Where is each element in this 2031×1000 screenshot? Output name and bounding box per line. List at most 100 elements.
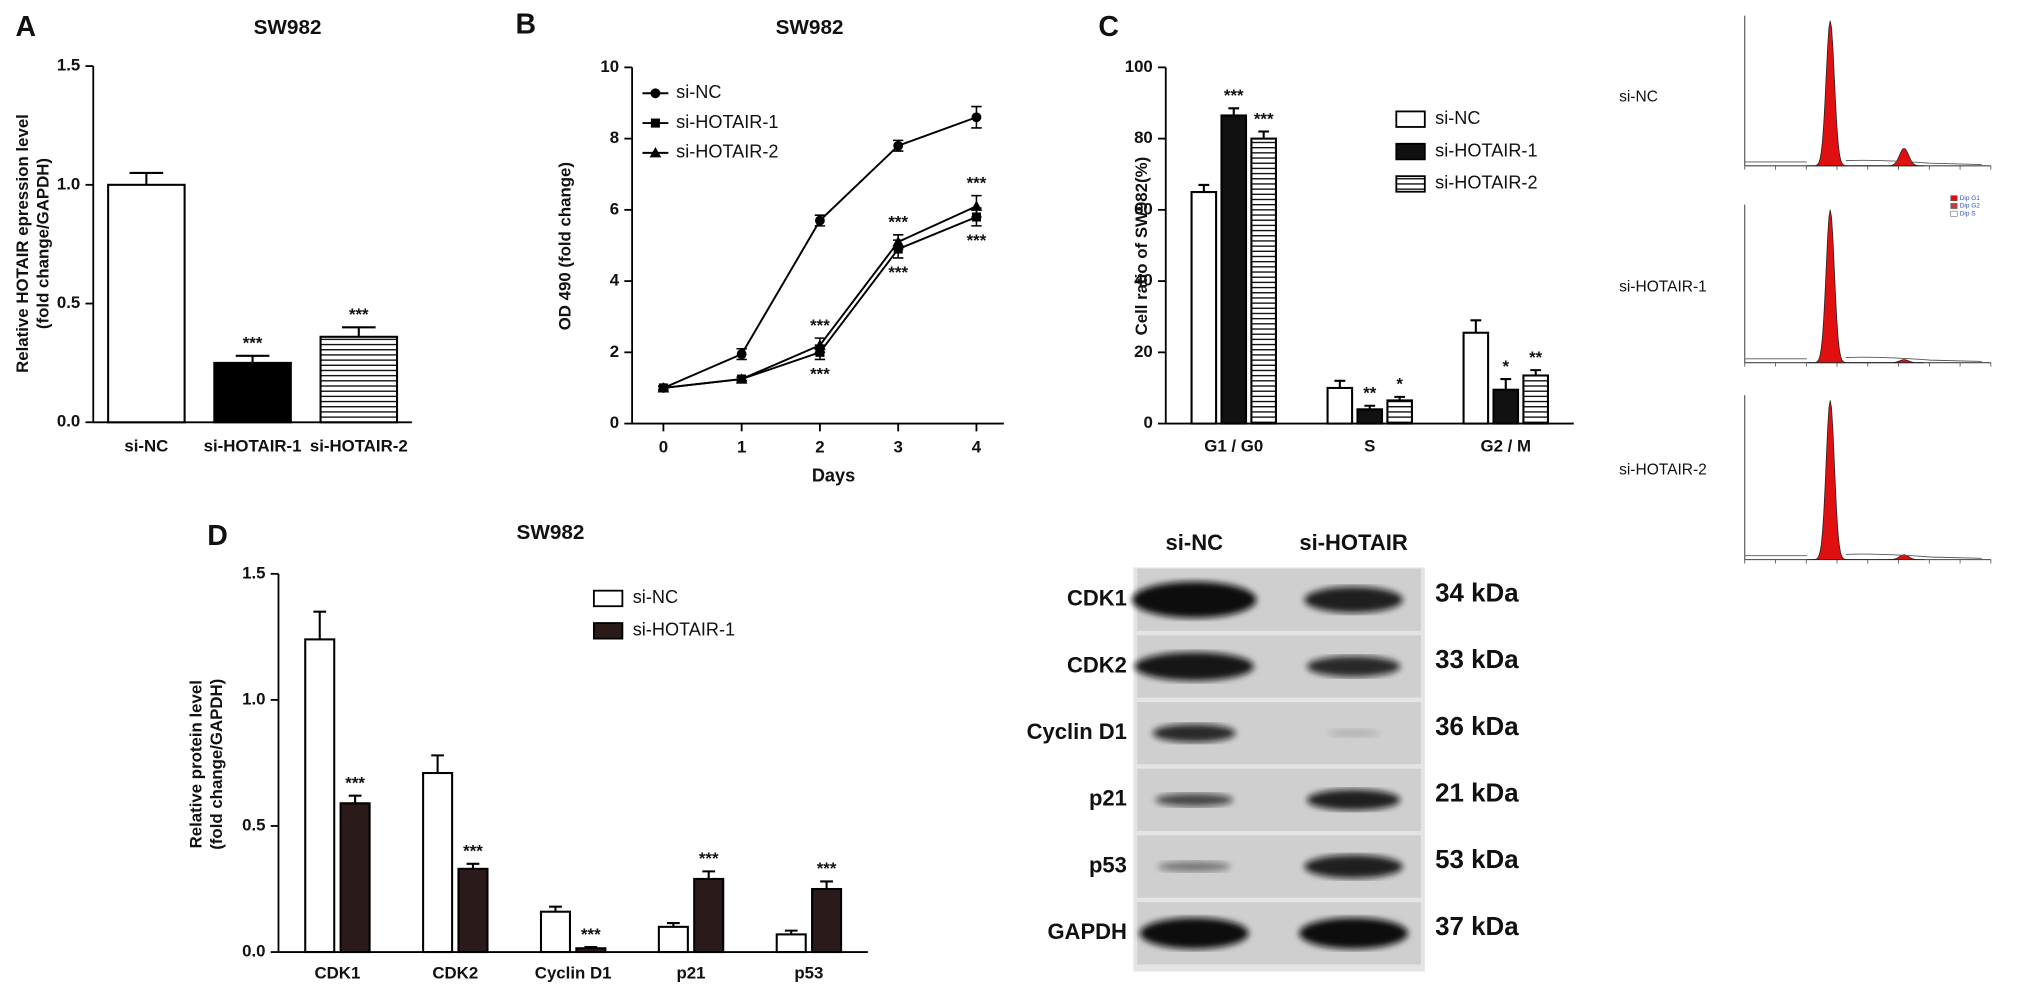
bar (319, 335, 399, 424)
x-tick-label: si-NC (124, 436, 168, 455)
marker (657, 382, 670, 393)
significance: *** (699, 849, 719, 868)
y-tick-label: 1.0 (57, 174, 80, 193)
band (1304, 586, 1403, 613)
significance: * (1502, 357, 1509, 376)
y-tick-label: 1.0 (242, 689, 265, 708)
y-tick-label: 2 (610, 342, 619, 361)
protein-label: GAPDH (1047, 919, 1126, 944)
legend-label: si-NC (1435, 108, 1480, 128)
size-label: 36 kDa (1435, 713, 1519, 741)
legend-swatch (1395, 110, 1426, 128)
y-axis-label: (fold change/GAPDH) (33, 158, 52, 329)
y-tick-label: 6 (610, 199, 619, 218)
significance: *** (810, 364, 830, 383)
error-bar (1334, 379, 1346, 388)
error-bar (549, 905, 562, 912)
y-tick-label: 10 (600, 57, 619, 76)
legend-marker (650, 88, 661, 99)
x-tick-label: S (1364, 436, 1375, 455)
bar (213, 361, 292, 424)
significance: *** (345, 774, 365, 793)
debris-curve (1744, 159, 1982, 165)
significance: * (1396, 375, 1403, 394)
legend-label: si-HOTAIR-1 (633, 620, 735, 640)
marker (970, 200, 983, 211)
sample-label: si-HOTAIR-2 (1619, 461, 1707, 478)
y-axis-label: Relative HOTAIR epression level (13, 114, 32, 373)
protein-label: p53 (1089, 852, 1127, 877)
panel-letter: D (207, 520, 228, 552)
significance: *** (243, 334, 263, 353)
band (1306, 789, 1401, 811)
y-tick-label: 0.0 (57, 412, 80, 431)
bar (575, 947, 607, 954)
y-axis-label: Relative protein level (186, 680, 205, 848)
g1-peak (1806, 209, 1924, 364)
bar (693, 877, 725, 954)
bar (339, 802, 371, 954)
x-tick-label: CDK1 (315, 964, 361, 983)
protein-label: p21 (1089, 786, 1127, 811)
y-tick-label: 1.5 (57, 56, 80, 75)
y-axis-label: Cell ratio of SW982(%) (1132, 157, 1151, 336)
chart-title: SW982 (776, 16, 844, 39)
error-bar (313, 610, 327, 640)
error-bar (1364, 404, 1376, 410)
band (1306, 656, 1401, 677)
error-bar (341, 326, 376, 337)
y-tick-label: 1.5 (242, 563, 265, 582)
flow-legend-label: Dip S (1960, 210, 1977, 217)
legend-swatch (1395, 142, 1426, 161)
significance: *** (817, 859, 837, 878)
legend-label: si-HOTAIR-1 (1435, 140, 1537, 160)
y-tick-label: 0 (610, 413, 619, 432)
size-label: 21 kDa (1435, 780, 1519, 808)
legend-label: si-NC (676, 82, 721, 102)
marker (735, 373, 748, 384)
band (1134, 652, 1254, 681)
y-tick-label: 20 (1134, 342, 1153, 361)
error-bar (1500, 378, 1512, 390)
band (1152, 724, 1236, 743)
sample-label: si-HOTAIR-1 (1619, 279, 1707, 296)
bar (107, 183, 186, 424)
y-tick-label: 0.5 (57, 293, 80, 312)
legend-label: si-NC (633, 587, 678, 607)
y-tick-label: 0.5 (242, 815, 265, 834)
series-line (663, 216, 977, 389)
x-tick-label: p21 (677, 964, 706, 983)
bar (1190, 191, 1218, 425)
band (1327, 729, 1380, 738)
bar (457, 867, 489, 954)
band (1304, 854, 1403, 879)
error-bar (1394, 395, 1406, 401)
protein-label: CDK2 (1067, 652, 1127, 677)
legend-marker (650, 118, 660, 128)
error-bar (820, 880, 833, 890)
legend-swatch (1395, 175, 1426, 193)
panel-letter: C (1098, 11, 1119, 43)
flow-legend-swatch (1950, 195, 1958, 202)
protein-label: CDK1 (1067, 586, 1127, 611)
marker (814, 339, 826, 350)
marker (892, 236, 905, 247)
marker (815, 215, 825, 226)
x-tick-label: Cyclin D1 (535, 964, 612, 983)
x-tick-label: CDK2 (432, 964, 478, 983)
significance: ** (1363, 384, 1377, 403)
significance: *** (888, 213, 908, 232)
band (1157, 861, 1231, 872)
error-bar (1228, 107, 1240, 116)
error-bar (1258, 130, 1270, 139)
lane-header: si-NC (1166, 530, 1224, 555)
x-tick-label: 0 (659, 438, 668, 457)
y-tick-label: 80 (1134, 128, 1153, 147)
bar (1492, 388, 1520, 425)
x-tick-label: G2 / M (1481, 436, 1532, 455)
error-bar (1470, 319, 1482, 333)
error-bar (702, 870, 716, 879)
